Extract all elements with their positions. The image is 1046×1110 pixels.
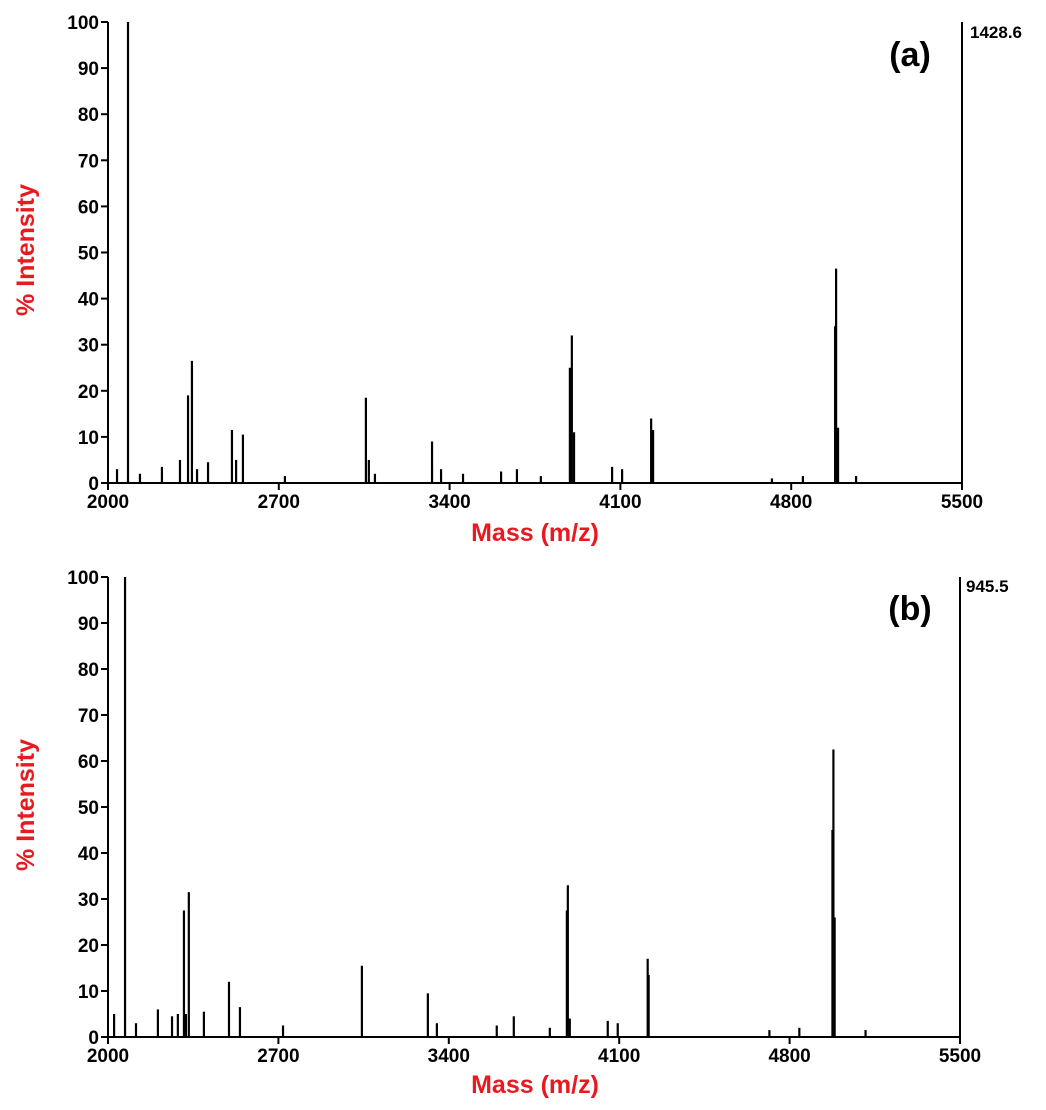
y-tick-label: 70	[78, 151, 99, 172]
panel-label: (a)	[889, 36, 931, 74]
x-tick-label: 4800	[768, 1046, 810, 1067]
x-tick-label: 2000	[87, 492, 129, 513]
y-tick-label: 0	[88, 474, 99, 495]
y-tick-label: 80	[78, 105, 99, 126]
spectrum-panel: 0 10 20 30 40 50 60 70 80 90 100 2000 2700 3400 4100 48…	[12, 13, 1022, 547]
y-tick-label: 30	[78, 890, 99, 911]
y-tick-label: 0	[88, 1028, 99, 1049]
y-tick-label: 90	[78, 59, 99, 80]
x-axis-label: Mass (m/z)	[471, 519, 599, 547]
y-tick-label: 40	[78, 844, 99, 865]
y-axis-label: % Intensity	[12, 184, 40, 316]
x-tick-label: 4100	[599, 492, 641, 513]
y-tick-label: 60	[78, 752, 99, 773]
max-intensity-label: 1428.6	[970, 23, 1022, 42]
y-tick-label: 20	[78, 936, 99, 957]
y-tick-label: 90	[78, 614, 99, 635]
y-tick-label: 50	[78, 798, 99, 819]
y-tick-label: 40	[78, 290, 99, 311]
x-tick-label: 5500	[939, 1046, 981, 1067]
y-tick-label: 10	[78, 982, 99, 1003]
x-tick-label: 3400	[428, 492, 470, 513]
y-axis-label: % Intensity	[12, 739, 40, 871]
x-axis-label: Mass (m/z)	[471, 1071, 599, 1099]
x-tick-label: 2700	[258, 492, 300, 513]
y-tick-label: 80	[78, 660, 99, 681]
y-tick-label: 30	[78, 336, 99, 357]
y-tick-label: 50	[78, 244, 99, 265]
x-tick-label: 2700	[257, 1046, 299, 1067]
x-tick-label: 4800	[770, 492, 812, 513]
spectrum-panel: 0 10 20 30 40 50 60 70 80 90 100 2000 2700 3400 4100 48…	[12, 568, 1009, 1099]
x-tick-label: 3400	[428, 1046, 470, 1067]
y-tick-label: 70	[78, 706, 99, 727]
y-tick-label: 100	[67, 568, 99, 589]
max-intensity-label: 945.5	[966, 577, 1009, 596]
y-tick-label: 60	[78, 197, 99, 218]
y-tick-label: 20	[78, 382, 99, 403]
panel-label: (b)	[888, 590, 931, 628]
x-tick-label: 4100	[598, 1046, 640, 1067]
y-tick-label: 100	[67, 13, 99, 34]
x-tick-label: 2000	[87, 1046, 129, 1067]
x-tick-label: 5500	[941, 492, 983, 513]
y-tick-label: 10	[78, 428, 99, 449]
